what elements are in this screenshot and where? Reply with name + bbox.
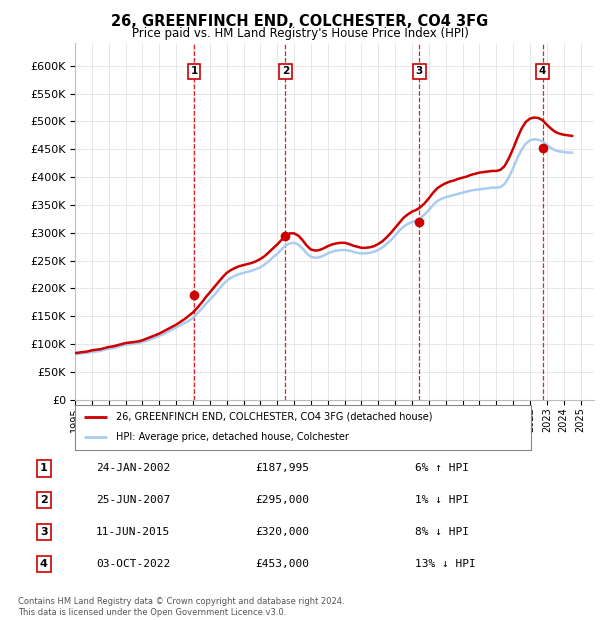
Text: HPI: Average price, detached house, Colchester: HPI: Average price, detached house, Colc… <box>116 432 349 443</box>
Text: Contains HM Land Registry data © Crown copyright and database right 2024.
This d: Contains HM Land Registry data © Crown c… <box>18 598 344 617</box>
Text: 3: 3 <box>416 66 423 76</box>
Text: 1% ↓ HPI: 1% ↓ HPI <box>415 495 469 505</box>
Text: 2: 2 <box>281 66 289 76</box>
Text: £187,995: £187,995 <box>256 464 310 474</box>
Text: 4: 4 <box>40 559 47 569</box>
Text: 26, GREENFINCH END, COLCHESTER, CO4 3FG: 26, GREENFINCH END, COLCHESTER, CO4 3FG <box>112 14 488 29</box>
Text: 24-JAN-2002: 24-JAN-2002 <box>96 464 170 474</box>
Text: 1: 1 <box>191 66 198 76</box>
Text: Price paid vs. HM Land Registry's House Price Index (HPI): Price paid vs. HM Land Registry's House … <box>131 27 469 40</box>
Text: 11-JUN-2015: 11-JUN-2015 <box>96 527 170 537</box>
Text: £320,000: £320,000 <box>256 527 310 537</box>
Text: £295,000: £295,000 <box>256 495 310 505</box>
Text: 4: 4 <box>539 66 546 76</box>
Text: 25-JUN-2007: 25-JUN-2007 <box>96 495 170 505</box>
Text: 1: 1 <box>40 464 47 474</box>
Text: 6% ↑ HPI: 6% ↑ HPI <box>415 464 469 474</box>
Text: £453,000: £453,000 <box>256 559 310 569</box>
Text: 2: 2 <box>40 495 47 505</box>
Text: 3: 3 <box>40 527 47 537</box>
Text: 13% ↓ HPI: 13% ↓ HPI <box>415 559 476 569</box>
Text: 03-OCT-2022: 03-OCT-2022 <box>96 559 170 569</box>
Text: 26, GREENFINCH END, COLCHESTER, CO4 3FG (detached house): 26, GREENFINCH END, COLCHESTER, CO4 3FG … <box>116 412 433 422</box>
Text: 8% ↓ HPI: 8% ↓ HPI <box>415 527 469 537</box>
